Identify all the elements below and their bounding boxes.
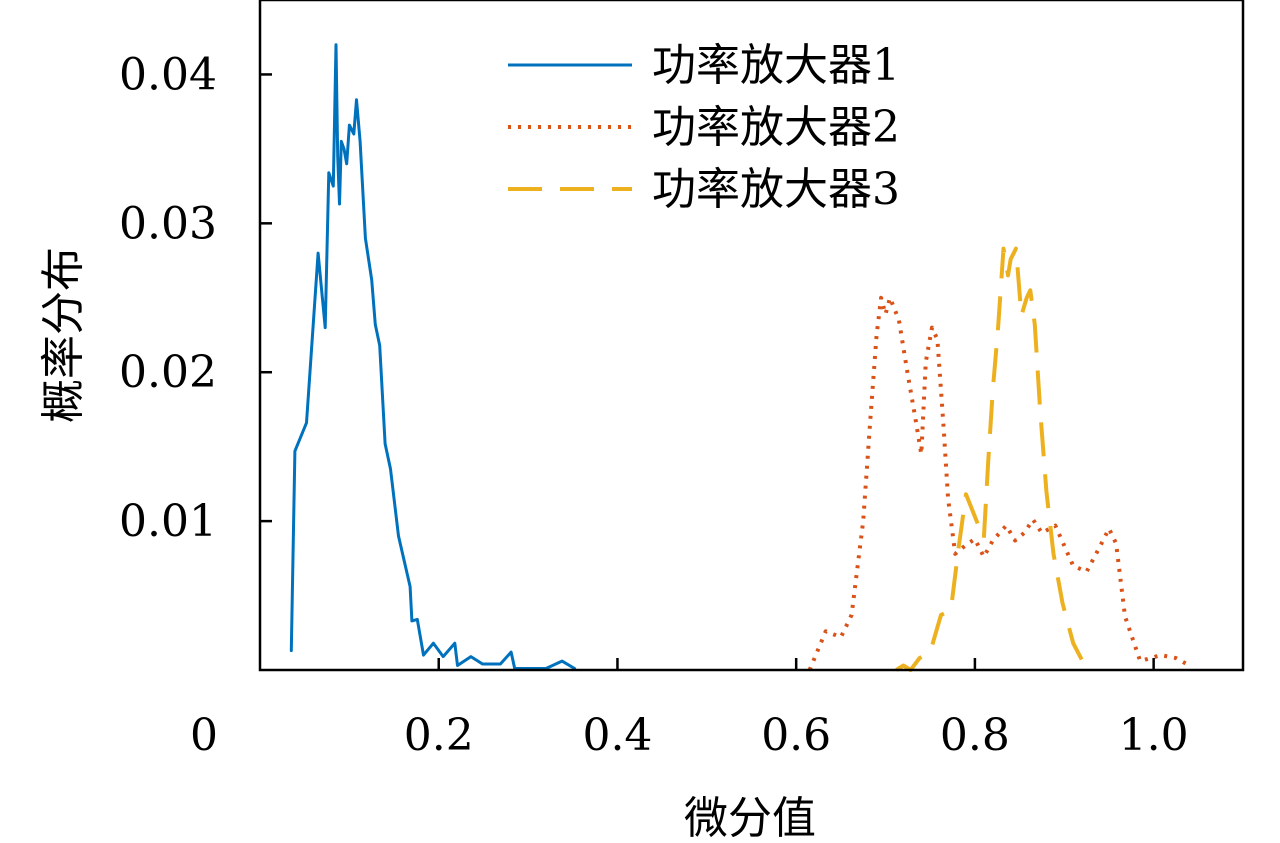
x-origin-label: 0 [190, 710, 218, 761]
y-tick-label-4: 0.04 [119, 49, 217, 100]
legend-label-2: 功率放大器2 [652, 102, 900, 153]
plot-lines [289, 43, 1191, 672]
x-tick-label-5: 1.0 [1119, 710, 1189, 761]
x-tick-label-2: 0.4 [582, 710, 652, 761]
y-axis-title: 概率分布 [38, 247, 89, 423]
plot-frame [258, 0, 1245, 672]
y-axis-ticks: 0.01 0.02 0.03 0.04 [119, 49, 272, 547]
y-tick-label-1: 0.01 [119, 496, 217, 547]
x-tick-label-1: 0.2 [404, 710, 474, 761]
x-tick-label-3: 0.6 [761, 710, 831, 761]
legend-label-1: 功率放大器1 [652, 40, 900, 91]
x-axis-ticks: 0.2 0.4 0.6 0.8 1.0 [404, 658, 1189, 761]
legend: 功率放大器1 功率放大器2 功率放大器3 [508, 40, 900, 215]
x-axis-title: 微分值 [684, 793, 816, 843]
y-tick-label-2: 0.02 [119, 347, 217, 398]
x-tick-label-4: 0.8 [940, 710, 1010, 761]
series-line-3 [895, 246, 1087, 672]
legend-label-3: 功率放大器3 [652, 164, 900, 215]
y-tick-label-3: 0.03 [119, 198, 217, 249]
series-line-2 [807, 295, 1191, 671]
series-line-1 [289, 43, 577, 670]
